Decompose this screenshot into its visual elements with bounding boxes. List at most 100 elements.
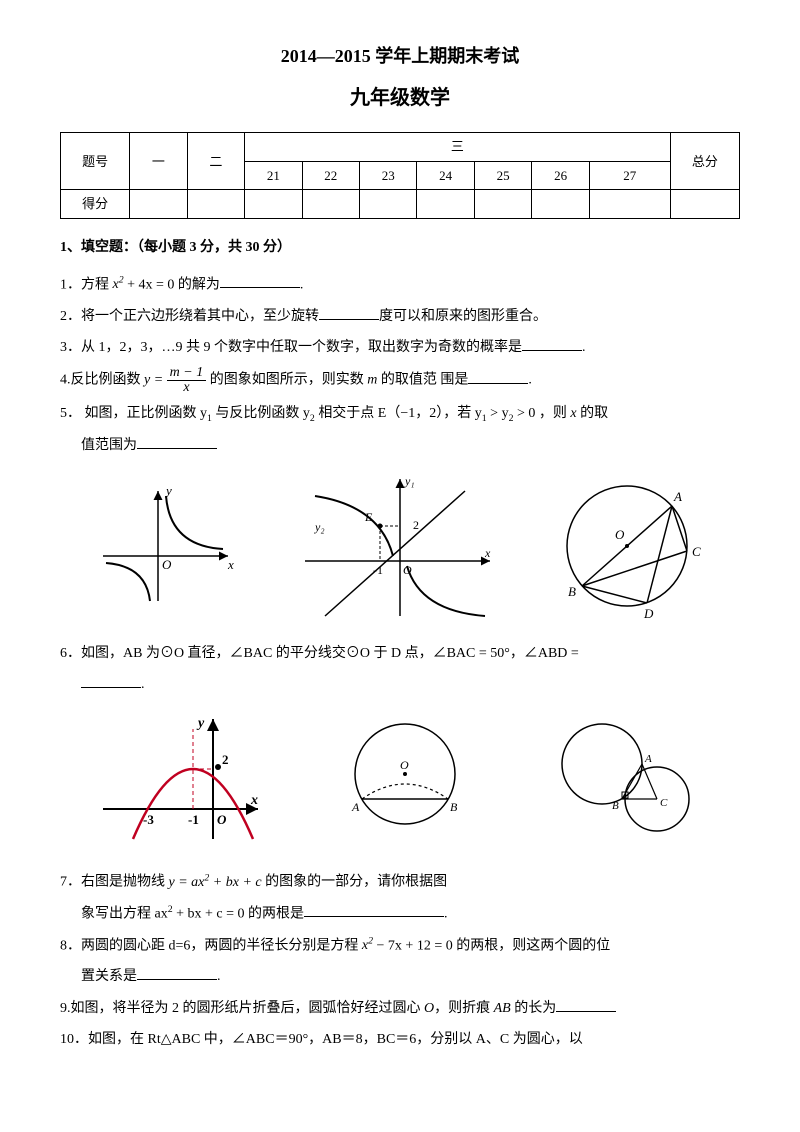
- score-cell: [360, 190, 417, 218]
- q8-post: .: [217, 969, 221, 984]
- section-1-head: 1、填空题：（每小题 3 分，共 30 分）: [60, 235, 740, 260]
- fig3-A: A: [673, 489, 682, 504]
- q5-pre: 5． 如图，正比例函数 y: [60, 406, 207, 421]
- figure-q9-fold: O A B: [330, 719, 480, 839]
- q6-pre: 6．如图，AB 为⊙O 直径，∠BAC 的平分线交⊙O 于 D 点，∠BAC =…: [60, 646, 579, 661]
- q5-line2: 值范围为: [81, 438, 137, 453]
- question-5-line2: 值范围为: [81, 433, 740, 458]
- question-6: 6．如图，AB 为⊙O 直径，∠BAC 的平分线交⊙O 于 D 点，∠BAC =…: [60, 641, 740, 666]
- q9-ab: AB: [494, 1001, 511, 1016]
- fig3-B: B: [568, 584, 576, 599]
- fig2-O: O: [403, 563, 412, 577]
- fig4-neg1: -1: [188, 812, 199, 827]
- fig4-neg3: -3: [143, 812, 154, 827]
- q5-mid1: 与反比例函数 y: [212, 406, 310, 421]
- q9-post: 的长为: [511, 1001, 557, 1016]
- th-qnum: 题号: [61, 133, 130, 190]
- score-cell: [417, 190, 474, 218]
- fig5-B: B: [450, 800, 458, 814]
- blank: [137, 965, 217, 980]
- title-subject: 九年级数学: [60, 80, 740, 116]
- q8-pre: 8．两圆的圆心距 d=6，两圆的半径长分别是方程: [60, 938, 362, 953]
- q7-mid3: + bx + c = 0 的两根是: [173, 906, 304, 921]
- blank: [319, 305, 379, 320]
- question-6-line2: .: [81, 672, 740, 697]
- score-cell: [670, 190, 739, 218]
- th-two: 二: [187, 133, 244, 190]
- figure-q10-circles: A B C: [547, 714, 707, 844]
- q6-post: .: [141, 677, 145, 692]
- score-cell: [302, 190, 359, 218]
- q1-pre: 1．方程: [60, 277, 113, 292]
- q7-mid2: 的图象的一部分，请你根据图: [262, 875, 448, 890]
- score-cell: [589, 190, 670, 218]
- th-total: 总分: [670, 133, 739, 190]
- question-2: 2．将一个正六边形绕着其中心，至少旋转度可以和原来的图形重合。: [60, 304, 740, 329]
- q7-pre: 7．右图是抛物线: [60, 875, 169, 890]
- q7-post: .: [444, 906, 448, 921]
- q9-o: O: [424, 1001, 434, 1016]
- fig1-O: O: [162, 557, 172, 572]
- q5-mid3: > y: [487, 406, 509, 421]
- fig2-y2: y₂: [314, 520, 325, 534]
- q3-pre: 3．从 1，2，3，…9 共 9 个数字中任取一个数字，取出数字为奇数的概率是: [60, 340, 522, 355]
- figure-q6-circle: A B C D O: [552, 471, 712, 621]
- q4-m: m: [367, 373, 377, 388]
- score-table: 题号 一 二 三 总分 21 22 23 24 25 26 27 得分: [60, 132, 740, 218]
- score-cell: [474, 190, 531, 218]
- fig4-x: x: [250, 793, 258, 808]
- col-21: 21: [245, 161, 302, 189]
- q8-mid: − 7x + 12 = 0 的两根，则这两个圆的位: [373, 938, 610, 953]
- question-7-line2: 象写出方程 ax2 + bx + c = 0 的两根是.: [81, 901, 740, 927]
- q5-post: 的取: [577, 406, 609, 421]
- q4-den: x: [167, 381, 207, 395]
- th-three: 三: [245, 133, 671, 161]
- fig2-neg1: -1: [373, 563, 383, 577]
- q4-end: .: [528, 373, 532, 388]
- q8-line2: 置关系是: [81, 969, 137, 984]
- q9-mid: ，则折痕: [434, 1001, 494, 1016]
- col-23: 23: [360, 161, 417, 189]
- figure-q7-parabola: 2 -3 -1 O x y: [93, 709, 263, 849]
- fig5-A: A: [351, 800, 360, 814]
- q4-post: 的取值范 围是: [377, 373, 468, 388]
- q1-eq: + 4x = 0 的解为: [124, 277, 220, 292]
- q5-mid2: 相交于点 E（−1，2），若 y: [315, 406, 482, 421]
- q7-mid: + bx + c: [209, 875, 261, 890]
- figure-q4-hyperbola: x y O: [88, 481, 238, 611]
- title-year: 2014—2015 学年上期期末考试: [60, 40, 740, 72]
- blank: [304, 902, 444, 917]
- q7-eq: y = ax: [169, 875, 205, 890]
- col-25: 25: [474, 161, 531, 189]
- q4-mid: 的图象如图所示，则实数: [206, 373, 367, 388]
- fig2-y1: y₁: [404, 474, 415, 488]
- blank: [468, 369, 528, 384]
- question-3: 3．从 1，2，3，…9 共 9 个数字中任取一个数字，取出数字为奇数的概率是.: [60, 335, 740, 360]
- fig2-x: x: [484, 546, 491, 560]
- q5-mid4: > 0 ，则: [513, 406, 570, 421]
- question-8-line2: 置关系是.: [81, 964, 740, 989]
- score-cell: [187, 190, 244, 218]
- q9-pre: 9.如图，将半径为 2 的圆形纸片折叠后，圆弧恰好经过圆心: [60, 1001, 424, 1016]
- question-1: 1．方程 x2 + 4x = 0 的解为.: [60, 272, 740, 298]
- question-9: 9.如图，将半径为 2 的圆形纸片折叠后，圆弧恰好经过圆心 O，则折痕 AB 的…: [60, 996, 740, 1021]
- col-27: 27: [589, 161, 670, 189]
- question-8: 8．两圆的圆心距 d=6，两圆的半径长分别是方程 x2 − 7x + 12 = …: [60, 933, 740, 959]
- q2-post: 度可以和原来的图形重合。: [379, 309, 547, 324]
- fig4-O: O: [217, 812, 227, 827]
- fig3-O: O: [615, 527, 625, 542]
- col-26: 26: [532, 161, 589, 189]
- q1-post: .: [300, 277, 304, 292]
- question-10: 10．如图，在 Rt△ABC 中，∠ABC＝90°，AB＝8，BC＝6，分别以 …: [60, 1027, 740, 1052]
- blank: [81, 673, 141, 688]
- fig4-y: y: [196, 716, 205, 731]
- blank: [556, 997, 616, 1012]
- question-4: 4.反比例函数 y = m − 1x 的图象如图所示，则实数 m 的取值范 围是…: [60, 366, 740, 395]
- fig1-x: x: [227, 557, 234, 572]
- fig4-two: 2: [222, 752, 229, 767]
- blank: [522, 336, 582, 351]
- q4-pre: 4.反比例函数: [60, 373, 144, 388]
- fig5-O: O: [400, 758, 409, 772]
- fig2-two: 2: [413, 518, 419, 532]
- col-22: 22: [302, 161, 359, 189]
